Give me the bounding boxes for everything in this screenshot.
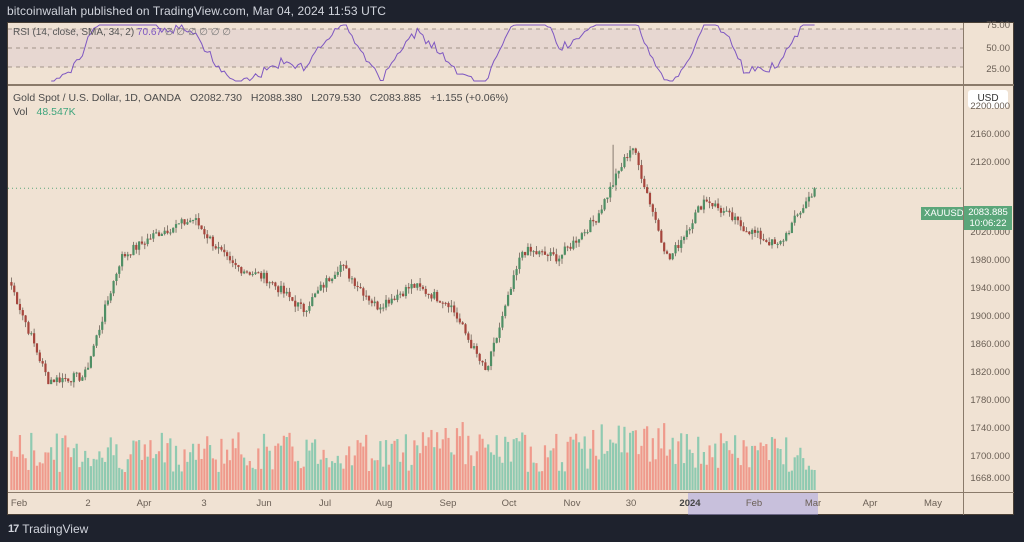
brand-name: TradingView xyxy=(22,522,89,536)
time-axis-label: Feb xyxy=(10,498,28,509)
currency-button[interactable]: USD xyxy=(968,90,1008,108)
price-axis-label: 1780.000 xyxy=(970,395,1010,406)
price-axis-label: 2160.000 xyxy=(970,129,1010,140)
price-axis-label: 2020.000 xyxy=(970,227,1010,238)
rsi-plot xyxy=(8,24,963,82)
ohlc-close: C2083.885 xyxy=(369,92,422,104)
volume-value: 48.547K xyxy=(36,106,76,118)
selected-range-highlight xyxy=(688,493,818,515)
price-axis-label: 1900.000 xyxy=(970,311,1010,322)
rsi-placeholders: ∅ ∅ ∅ ∅ ∅ ∅ xyxy=(164,27,231,38)
time-axis-label: Sep xyxy=(439,498,457,509)
publisher-caption: bitcoinwallah published on TradingView.c… xyxy=(7,4,387,18)
time-axis-label: Aug xyxy=(375,498,393,509)
price-axis-label: 1940.000 xyxy=(970,283,1010,294)
time-axis-label: 3 xyxy=(201,498,207,509)
time-axis-label: Nov xyxy=(563,498,581,509)
ohlc-high: H2088.380 xyxy=(250,92,303,104)
time-axis-label: Jul xyxy=(318,498,332,509)
symbol-title: Gold Spot / U.S. Dollar, 1D, OANDA xyxy=(13,92,182,104)
main-chart-pane[interactable]: Gold Spot / U.S. Dollar, 1D, OANDA O2082… xyxy=(8,86,967,492)
price-axis-label: 2200.000 xyxy=(970,101,1010,112)
price-change: +1.155 (+0.06%) xyxy=(430,92,509,104)
time-axis-label: Feb xyxy=(745,498,763,509)
price-axis-label: 2120.000 xyxy=(970,157,1010,168)
price-axis-label: 1668.000 xyxy=(970,473,1010,485)
price-axis-label: 1700.000 xyxy=(970,451,1010,462)
tradingview-mark-icon: 17 xyxy=(8,523,19,535)
price-axis-label: 1820.000 xyxy=(970,367,1010,378)
rsi-legend-label: RSI (14, close, SMA, 34, 2) xyxy=(13,27,135,38)
rsi-pane[interactable]: RSI (14, close, SMA, 34, 2) 70.67 ∅ ∅ ∅ … xyxy=(8,23,963,86)
tradingview-logo[interactable]: 17 TradingView xyxy=(8,522,88,536)
price-axis-label: 1980.000 xyxy=(970,255,1010,266)
rsi-axis-label: 75.00 xyxy=(986,20,1010,31)
rsi-legend: RSI (14, close, SMA, 34, 2) 70.67 ∅ ∅ ∅ … xyxy=(13,27,231,38)
time-axis-label: Apr xyxy=(136,498,152,509)
volume-label: Vol xyxy=(13,106,28,118)
time-axis-label: May xyxy=(924,498,942,509)
time-axis-label: Apr xyxy=(862,498,878,509)
rsi-legend-value: 70.67 xyxy=(136,27,162,38)
axis-corner xyxy=(963,492,1014,515)
rsi-axis-label: 50.00 xyxy=(986,43,1010,54)
bar-countdown: 10:06:22 xyxy=(969,218,1007,229)
time-axis-label: 2 xyxy=(85,498,91,509)
time-axis[interactable]: Feb 2 Apr 3 Jun Jul Aug Sep Oct Nov 30 2024 Feb Mar Ap… xyxy=(8,492,963,515)
candlestick-plot xyxy=(8,144,963,490)
main-legend: Gold Spot / U.S. Dollar, 1D, OANDA O2082… xyxy=(13,91,514,119)
price-axis-label: 1860.000 xyxy=(970,339,1010,350)
price-axis-label: 1740.000 xyxy=(970,423,1010,434)
price-axis[interactable]: USD 2200.000 2160.000 2120.000 2020.000 1980… xyxy=(963,86,1014,492)
rsi-axis-label: 25.00 xyxy=(986,64,1010,75)
last-price: 2083.885 xyxy=(968,207,1008,218)
last-price-tag: 2083.885 10:06:22 xyxy=(964,206,1012,230)
rsi-axis[interactable]: 75.00 50.00 25.00 xyxy=(963,20,1014,86)
time-axis-label: 2024 xyxy=(679,498,701,509)
time-axis-label: Oct xyxy=(501,498,517,509)
chart-frame: RSI (14, close, SMA, 34, 2) 70.67 ∅ ∅ ∅ … xyxy=(7,20,1014,515)
time-axis-label: Mar xyxy=(804,498,822,509)
ohlc-open: O2082.730 xyxy=(189,92,242,104)
time-axis-label: Jun xyxy=(256,498,272,509)
symbol-tag: XAUUSD xyxy=(921,207,967,220)
time-axis-label: 30 xyxy=(625,498,637,509)
ohlc-low: L2079.530 xyxy=(311,92,361,104)
